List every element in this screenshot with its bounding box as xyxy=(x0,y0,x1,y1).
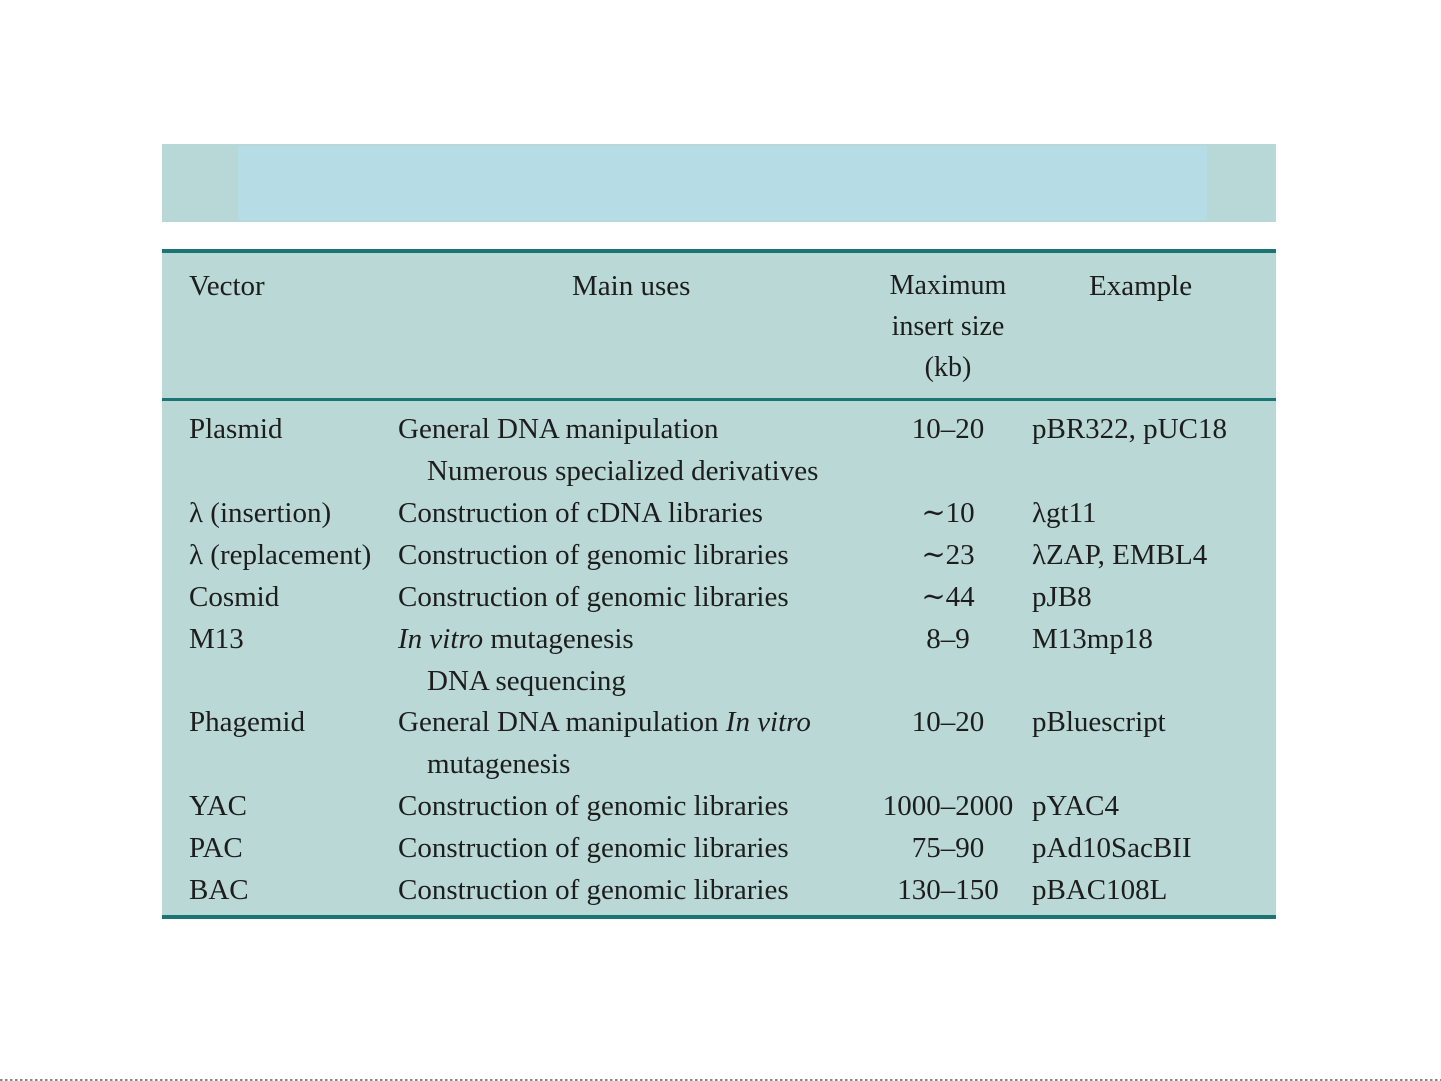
row-bac-example: pBAC108L xyxy=(1032,874,1168,906)
row-pac-size: 75–90 xyxy=(911,832,985,864)
row-lambda-insertion-vector: λ (insertion) xyxy=(189,497,332,529)
row-yac-vector: YAC xyxy=(189,790,248,822)
row-phagemid-uses-line1: General DNA manipulation In vitro xyxy=(398,701,811,743)
row-yac-uses: Construction of genomic libraries xyxy=(398,790,789,822)
row-yac-example: pYAC4 xyxy=(1032,790,1120,822)
row-lambda-replacement-vector: λ (replacement) xyxy=(189,539,372,571)
row-plasmid-size: 10–20 xyxy=(911,413,985,445)
row-phagemid-uses: General DNA manipulation In vitro mutage… xyxy=(398,701,811,785)
row-m13-vector: M13 xyxy=(189,623,244,655)
row-m13-uses: In vitro mutagenesis DNA sequencing xyxy=(398,618,634,702)
row-m13-uses-line1: In vitro mutagenesis xyxy=(398,618,634,660)
row-plasmid-uses-line1: General DNA manipulation xyxy=(398,413,719,445)
bottom-dotted-border xyxy=(0,1079,1441,1081)
header-divider xyxy=(162,398,1276,401)
header-vector: Vector xyxy=(189,270,265,302)
row-lambda-insertion-uses: Construction of cDNA libraries xyxy=(398,497,763,529)
row-bac-vector: BAC xyxy=(189,874,249,906)
row-m13-uses-italic: In vitro xyxy=(398,623,484,655)
row-m13-uses-line2: DNA sequencing xyxy=(427,665,626,697)
header-max-insert-line1: Maximum xyxy=(889,270,1007,301)
row-cosmid-size: ∼44 xyxy=(921,581,975,613)
row-plasmid-example: pBR322, pUC18 xyxy=(1032,413,1227,445)
row-m13-size: 8–9 xyxy=(926,623,970,655)
row-plasmid-uses: General DNA manipulation Numerous specia… xyxy=(398,408,818,492)
title-banner xyxy=(162,144,1276,222)
row-phagemid-uses-italic: In vitro xyxy=(725,706,811,738)
row-bac-size: 130–150 xyxy=(897,874,999,906)
header-main-uses: Main uses xyxy=(572,270,691,302)
row-phagemid-uses-line2: mutagenesis xyxy=(427,748,571,780)
row-lambda-replacement-size: ∼23 xyxy=(921,539,975,571)
row-lambda-replacement-uses: Construction of genomic libraries xyxy=(398,539,789,571)
row-pac-vector: PAC xyxy=(189,832,243,864)
row-m13-example: M13mp18 xyxy=(1032,623,1153,655)
row-phagemid-example: pBluescript xyxy=(1032,706,1166,738)
row-lambda-replacement-example: λZAP, EMBL4 xyxy=(1032,539,1208,571)
vector-table: Vector Main uses Maximum insert size (kb… xyxy=(162,249,1276,919)
row-cosmid-uses: Construction of genomic libraries xyxy=(398,581,789,613)
row-m13-uses-rest: mutagenesis xyxy=(483,623,634,655)
row-yac-size: 1000–2000 xyxy=(882,790,1014,822)
row-pac-uses: Construction of genomic libraries xyxy=(398,832,789,864)
header-max-insert-line2: insert size xyxy=(891,311,1005,342)
header-max-insert: Maximum insert size (kb) xyxy=(868,265,1028,388)
row-lambda-insertion-size: ∼10 xyxy=(921,497,975,529)
row-phagemid-uses-start: General DNA manipulation xyxy=(398,706,726,738)
row-plasmid-vector: Plasmid xyxy=(189,413,283,445)
row-pac-example: pAd10SacBII xyxy=(1032,832,1192,864)
row-cosmid-vector: Cosmid xyxy=(189,581,280,613)
row-cosmid-example: pJB8 xyxy=(1032,581,1092,613)
title-banner-inner xyxy=(238,146,1207,220)
row-plasmid-uses-line2: Numerous specialized derivatives xyxy=(427,455,819,487)
row-bac-uses: Construction of genomic libraries xyxy=(398,874,789,906)
header-max-insert-line3: (kb) xyxy=(924,352,972,383)
row-phagemid-vector: Phagemid xyxy=(189,706,305,738)
header-example: Example xyxy=(1089,270,1193,302)
row-phagemid-size: 10–20 xyxy=(911,706,985,738)
row-lambda-insertion-example: λgt11 xyxy=(1032,497,1097,529)
